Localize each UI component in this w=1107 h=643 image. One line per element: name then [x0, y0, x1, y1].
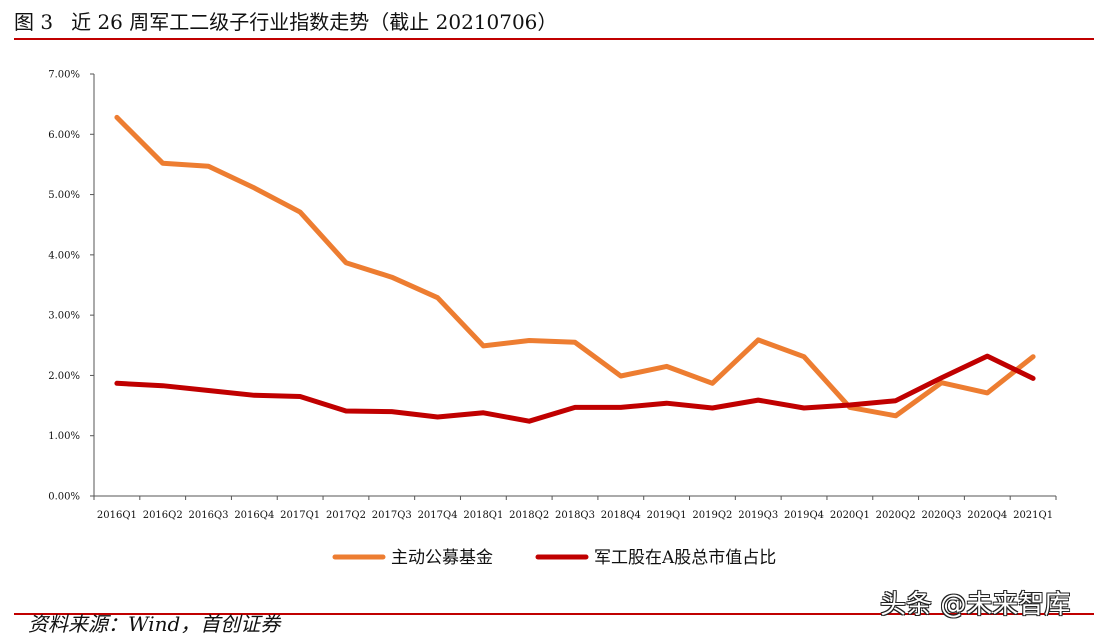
- x-tick-label: 2016Q2: [143, 510, 183, 521]
- x-tick-label: 2019Q1: [647, 510, 687, 521]
- x-tick-label: 2018Q4: [601, 510, 641, 521]
- source-text: 资料来源：Wind，首创证券: [28, 612, 281, 636]
- x-tick-label: 2017Q3: [372, 510, 412, 521]
- y-tick-label: 5.00%: [48, 190, 80, 201]
- y-tick-label: 7.00%: [48, 70, 80, 81]
- x-tick-label: 2019Q2: [692, 510, 732, 521]
- x-tick-label: 2017Q2: [326, 510, 366, 521]
- x-tick-label: 2018Q2: [509, 510, 549, 521]
- x-tick-label: 2020Q4: [967, 510, 1007, 521]
- figure-title: 近 26 周军工二级子行业指数走势（截止 20210706）: [71, 10, 558, 34]
- y-tick-label: 2.00%: [48, 371, 80, 382]
- figure-label: 图 3: [14, 10, 54, 34]
- y-tick-label: 0.00%: [48, 492, 80, 503]
- x-tick-label: 2017Q1: [280, 510, 320, 521]
- y-tick-label: 4.00%: [48, 250, 80, 261]
- x-tick-label: 2016Q4: [234, 510, 274, 521]
- x-tick-label: 2021Q1: [1013, 510, 1053, 521]
- legend-label-2: 军工股在A股总市值占比: [594, 548, 776, 568]
- series-line-2: [114, 353, 1036, 424]
- y-tick-label: 6.00%: [48, 130, 80, 141]
- series-line-1: [114, 114, 1036, 419]
- y-tick-label: 1.00%: [48, 431, 80, 442]
- x-tick-label: 2016Q3: [189, 510, 229, 521]
- x-tick-label: 2020Q3: [921, 510, 961, 521]
- source-divider: [14, 613, 1094, 615]
- x-tick-label: 2018Q1: [463, 510, 503, 521]
- watermark: 头条 @未来智库: [880, 590, 1071, 620]
- y-tick-label: 3.00%: [48, 311, 80, 322]
- x-tick-label: 2019Q4: [784, 510, 824, 521]
- x-tick-label: 2019Q3: [738, 510, 778, 521]
- x-tick-label: 2016Q1: [97, 510, 137, 521]
- x-tick-label: 2020Q1: [830, 510, 870, 521]
- figure-title-row: 图 3 近 26 周军工二级子行业指数走势（截止 20210706）: [14, 6, 1094, 40]
- x-tick-label: 2020Q2: [876, 510, 916, 521]
- legend-label-1: 主动公募基金: [391, 548, 493, 568]
- x-tick-label: 2018Q3: [555, 510, 595, 521]
- x-tick-label: 2017Q4: [418, 510, 458, 521]
